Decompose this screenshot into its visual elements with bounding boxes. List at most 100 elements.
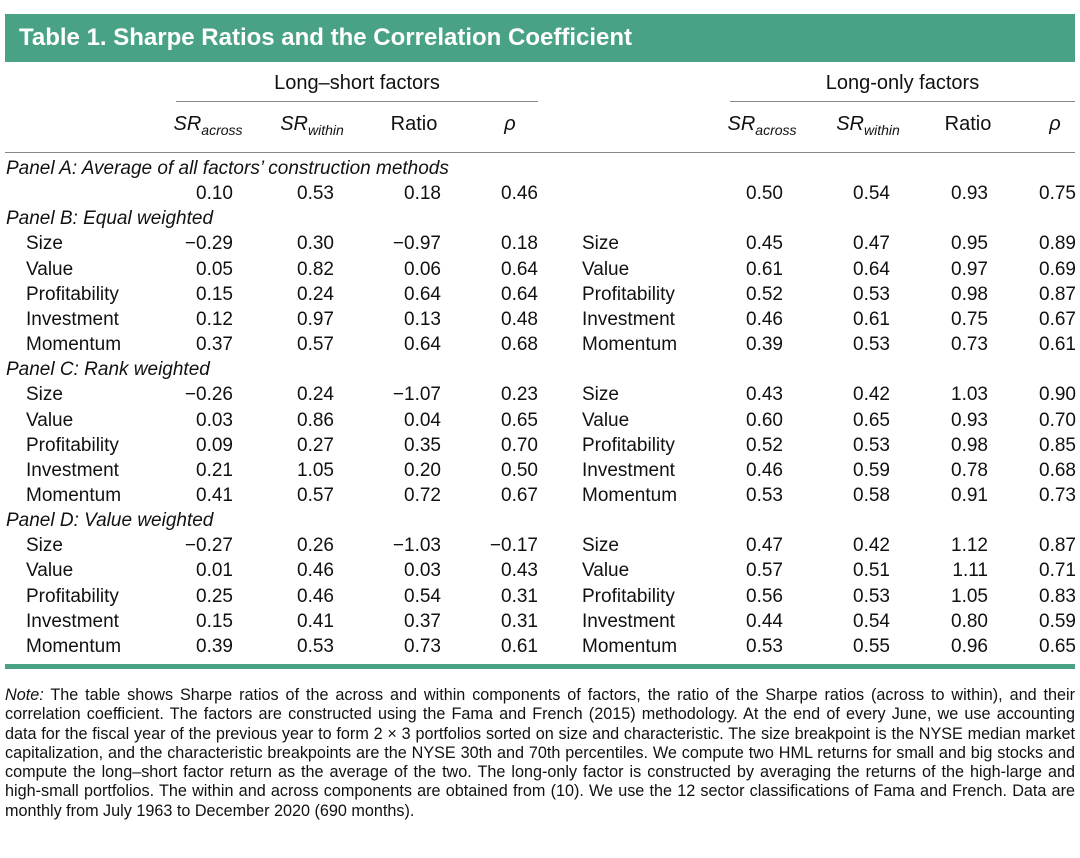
panel-title: Panel A: Average of all factors’ constru… (6, 158, 449, 179)
cell-lo-rho: 0.67 (1039, 308, 1076, 330)
cell-ls-sr-across: 0.39 (196, 635, 233, 657)
row-label-long-short: Value (26, 258, 74, 280)
row-label-long-only: Momentum (582, 484, 678, 506)
cell-lo-sr-across: 0.57 (746, 560, 783, 582)
cell-lo-ratio: 0.96 (951, 635, 988, 657)
cell-lo-rho: 0.85 (1039, 434, 1076, 456)
panel-title-row: Panel C: Rank weighted (0, 357, 1080, 382)
cell-lo-rho: 0.69 (1039, 258, 1076, 280)
row-label-long-only: Investment (582, 459, 675, 481)
cell-lo-ratio: 0.98 (951, 283, 988, 305)
cell-lo-sr-across: 0.52 (746, 283, 783, 305)
row-label-long-only: Profitability (582, 283, 675, 305)
row-label-long-short: Profitability (26, 585, 119, 607)
table-row: Value Value 0.05 0.82 0.06 0.64 0.61 0.64 0.97 0.… (0, 257, 1080, 282)
row-label-long-only: Profitability (582, 434, 675, 456)
col-header-ratio-lo: Ratio (944, 113, 992, 135)
cell-lo-rho: 0.83 (1039, 585, 1076, 607)
cell-ls-sr-within: 1.05 (297, 459, 334, 481)
cell-ls-rho: 0.68 (501, 334, 538, 356)
cell-lo-sr-within: 0.51 (853, 560, 890, 582)
cell-lo-ratio: 1.11 (952, 560, 988, 582)
col-header-sr-within-ls: SRwithin (280, 113, 344, 138)
cell-ls-rho: 0.65 (501, 409, 538, 431)
cell-lo-sr-within: 0.64 (853, 258, 890, 280)
cell-lo-ratio: 0.78 (951, 459, 988, 481)
col-header-sr-within-lo: SRwithin (836, 113, 900, 138)
row-label-long-short: Investment (26, 459, 119, 481)
cell-ls-ratio: 0.13 (404, 308, 441, 330)
cell-ls-sr-within: 0.24 (297, 384, 334, 406)
cell-lo-sr-within: 0.53 (853, 434, 890, 456)
cell-ls-sr-across: 0.41 (196, 484, 233, 506)
cell-ls-rho: 0.43 (501, 560, 538, 582)
table-row: Investment Investment 0.15 0.41 0.37 0.31 0.44… (0, 609, 1080, 634)
row-label-long-short: Investment (26, 610, 119, 632)
cell-ls-ratio: 0.06 (404, 258, 441, 280)
cell-ls-sr-across: 0.25 (196, 585, 233, 607)
cell-lo-rho: 0.73 (1039, 484, 1076, 506)
cell-ls-sr-across: 0.12 (196, 308, 233, 330)
cell-lo-sr-across: 0.53 (746, 484, 783, 506)
cell-ls-sr-across: 0.15 (196, 610, 233, 632)
row-label-long-only: Momentum (582, 635, 678, 657)
cell-lo-rho: 0.90 (1039, 384, 1076, 406)
cell-lo-ratio: 0.95 (951, 233, 988, 255)
cell-lo-ratio: 0.93 (951, 409, 988, 431)
row-label-long-only: Size (582, 384, 619, 406)
cell-ls-rho: 0.23 (501, 384, 538, 406)
cell-lo-sr-within: 0.42 (853, 384, 890, 406)
table-row: Momentum Momentum 0.37 0.57 0.64 0.68 0.39 0.53… (0, 332, 1080, 357)
cell-lo-rho: 0.68 (1039, 459, 1076, 481)
cell-ls-sr-across: 0.10 (196, 183, 233, 205)
table-row: Profitability Profitability 0.15 0.24 0.64 0.… (0, 282, 1080, 307)
table-row: Profitability Profitability 0.25 0.46 0.54 0.… (0, 584, 1080, 609)
cell-lo-sr-within: 0.58 (853, 484, 890, 506)
cell-lo-sr-within: 0.54 (853, 183, 890, 205)
row-label-long-short: Profitability (26, 434, 119, 456)
cell-ls-rho: 0.46 (501, 183, 538, 205)
cell-lo-sr-across: 0.56 (746, 585, 783, 607)
panel-title-row: Panel D: Value weighted (0, 508, 1080, 533)
cell-lo-sr-across: 0.45 (746, 233, 783, 255)
table-row: Momentum Momentum 0.41 0.57 0.72 0.67 0.53 0.58… (0, 483, 1080, 508)
cell-ls-sr-within: 0.27 (297, 434, 334, 456)
table-row: Size Size −0.29 0.30 −0.97 0.18 0.45 0.47 0.95 0.… (0, 231, 1080, 256)
cell-lo-sr-within: 0.55 (853, 635, 890, 657)
col-header-sr-across-lo: SRacross (727, 113, 797, 138)
table-row: Profitability Profitability 0.09 0.27 0.35 0.… (0, 433, 1080, 458)
row-label-long-short: Value (26, 409, 74, 431)
row-label-long-only: Profitability (582, 585, 675, 607)
cell-lo-rho: 0.75 (1039, 183, 1076, 205)
cell-ls-ratio: 0.20 (404, 459, 441, 481)
cell-ls-sr-across: −0.29 (184, 233, 233, 255)
cell-ls-rho: 0.61 (501, 635, 538, 657)
cell-lo-sr-within: 0.65 (853, 409, 890, 431)
group-header-long-short: Long–short factors (274, 72, 440, 94)
table-row: Value Value 0.01 0.46 0.03 0.43 0.57 0.51 1.11 0.… (0, 558, 1080, 583)
table-row: Size Size −0.27 0.26 −1.03 −0.17 0.47 0.42 1.12 0… (0, 533, 1080, 558)
cell-lo-ratio: 1.12 (951, 535, 988, 557)
cell-ls-ratio: 0.72 (404, 484, 441, 506)
cell-ls-sr-across: 0.37 (196, 334, 233, 356)
panel-title: Panel C: Rank weighted (6, 359, 210, 381)
cell-lo-sr-within: 0.61 (853, 308, 890, 330)
cell-ls-rho: 0.18 (501, 233, 538, 255)
note-label: Note: (5, 686, 44, 704)
panel-title-row: Panel B: Equal weighted (0, 206, 1080, 231)
row-label-long-short: Size (26, 535, 63, 557)
cell-lo-ratio: 0.98 (951, 434, 988, 456)
row-label-long-only: Value (582, 409, 630, 431)
table-row: Size Size −0.26 0.24 −1.07 0.23 0.43 0.42 1.03 0.… (0, 382, 1080, 407)
cell-ls-ratio: −1.03 (392, 535, 441, 557)
table-row: Investment Investment 0.21 1.05 0.20 0.50 0.46… (0, 458, 1080, 483)
row-label-long-short: Size (26, 384, 63, 406)
cell-lo-rho: 0.70 (1039, 409, 1076, 431)
cell-lo-rho: 0.65 (1039, 635, 1076, 657)
panel-title: Panel D: Value weighted (6, 510, 214, 532)
bottom-rule (5, 664, 1075, 669)
col-header-rho-ls: ρ (504, 113, 516, 135)
cell-ls-sr-within: 0.24 (297, 283, 334, 305)
group-rule-long-short (176, 101, 538, 102)
cell-lo-rho: 0.87 (1039, 535, 1076, 557)
